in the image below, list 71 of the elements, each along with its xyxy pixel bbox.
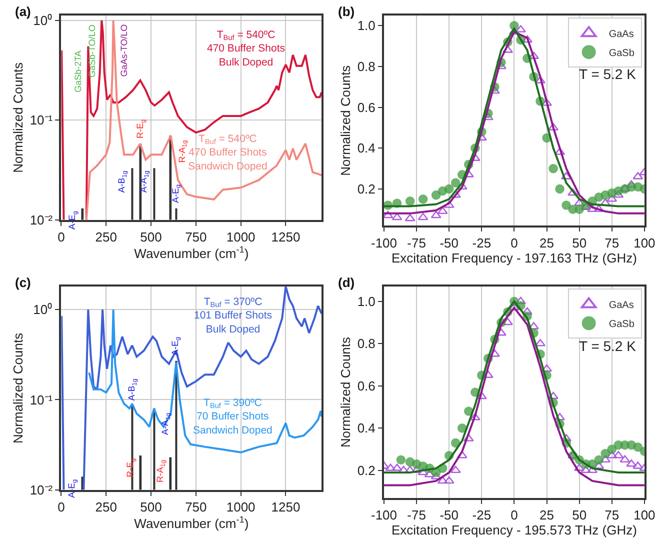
y-tick-label: 0.2 (357, 462, 376, 478)
x-tick-label: -50 (440, 507, 459, 522)
x-axis-title: Excitation Frequency - 195.573 THz (GHz) (392, 522, 637, 538)
x-tick-label: 0 (510, 235, 518, 250)
y-tick-label: 0.8 (357, 336, 376, 352)
annotation: T$_{Buf}$ = 540ºC 470 Buffer Shots Sandwich Doped (188, 133, 268, 172)
x-tick-label: 1000 (226, 499, 256, 514)
x-tick-label: 1000 (226, 229, 256, 244)
x-tick-label: -75 (407, 507, 426, 522)
annotation: T = 5.2 K (579, 66, 637, 82)
x-tick-label: 75 (604, 235, 620, 250)
x-tick-label: 50 (572, 235, 587, 250)
y-axis-title: Normalized Counts (10, 62, 26, 173)
x-tick-label: 250 (95, 229, 117, 244)
y-tick-label: 10⁻¹ (30, 112, 54, 128)
x-tick-label: -100 (370, 235, 398, 250)
x-tick-label: 75 (604, 507, 620, 522)
y-tick-label: 10⁻² (30, 212, 54, 228)
x-tick-label: -75 (407, 235, 426, 250)
x-tick-label: -25 (472, 235, 492, 250)
x-tick-label: 100 (634, 507, 656, 522)
y-tick-label: 1.0 (357, 294, 376, 309)
chart-title: (b) (338, 4, 355, 19)
y-tick-label: 0.2 (357, 181, 376, 196)
x-tick-label: 0 (58, 499, 65, 514)
y-tick-label: 0.8 (357, 59, 376, 74)
y-tick-label: 0.4 (357, 420, 376, 436)
y-tick-label: 1.0 (357, 18, 376, 34)
x-tick-label: 0 (58, 229, 65, 244)
annotation: T$_{Buf}$ = 390ºC 70 Buffer Shots Sandwich Doped (193, 397, 273, 436)
y-tick-label: 10⁻¹ (30, 392, 54, 408)
legend-label: GaSb (608, 319, 635, 330)
x-tick-label: 1250 (271, 499, 300, 514)
x-tick-label: 25 (540, 235, 554, 250)
x-tick-label: 250 (95, 499, 117, 514)
x-tick-label: 100 (634, 235, 656, 250)
legend-label: GaSb (608, 48, 635, 59)
x-tick-label: -100 (370, 507, 398, 522)
x-tick-label: 500 (140, 229, 162, 244)
y-axis-title: Normalized Counts (10, 332, 26, 444)
annotation: T$_{Buf}$ = 540ºC 470 Buffer Shots Bulk Doped (207, 29, 286, 68)
x-axis-title: Excitation Frequency - 197.163 THz (GHz) (392, 250, 637, 266)
x-tick-label: -25 (472, 507, 492, 522)
annotation: T$_{Buf}$ = 370ºC 101 Buffer Shots Bulk Doped (194, 296, 272, 336)
y-tick-label: 10⁻² (30, 482, 54, 498)
annotation: GaSb-TO/LO (86, 24, 97, 78)
y-axis-title: Normalized Counts (338, 336, 353, 448)
x-tick-label: 25 (540, 507, 554, 522)
x-tick-label: 500 (140, 499, 162, 514)
x-axis-title: Wavenumber (cm$^{-1}$) (134, 514, 249, 531)
y-tick-label: 0.6 (357, 100, 376, 115)
x-tick-label: 50 (572, 507, 587, 522)
y-tick-label: 10⁰ (33, 12, 53, 28)
annotation: T = 5.2 K (579, 338, 637, 354)
annotation: GaSb-2TA (72, 50, 83, 92)
y-tick-label: 0.6 (357, 378, 376, 394)
x-tick-label: -50 (440, 235, 459, 250)
x-tick-label: 750 (185, 499, 207, 514)
chart-title: (c) (15, 275, 31, 290)
x-axis-title: Wavenumber (cm$^{-1}$) (134, 244, 249, 261)
annotation: GaAs-TO/LO (118, 24, 129, 77)
y-axis-title: Normalized Counts (338, 64, 353, 176)
legend-label: GaAs (608, 28, 634, 40)
chart-title: (a) (15, 4, 31, 19)
legend-label: GaAs (608, 300, 634, 312)
x-tick-label: 750 (185, 229, 207, 244)
x-tick-label: 0 (510, 507, 518, 522)
y-tick-label: 0.4 (357, 140, 376, 156)
x-tick-label: 1250 (271, 229, 300, 244)
chart-title: (d) (338, 275, 355, 290)
y-tick-label: 10⁰ (33, 302, 53, 318)
